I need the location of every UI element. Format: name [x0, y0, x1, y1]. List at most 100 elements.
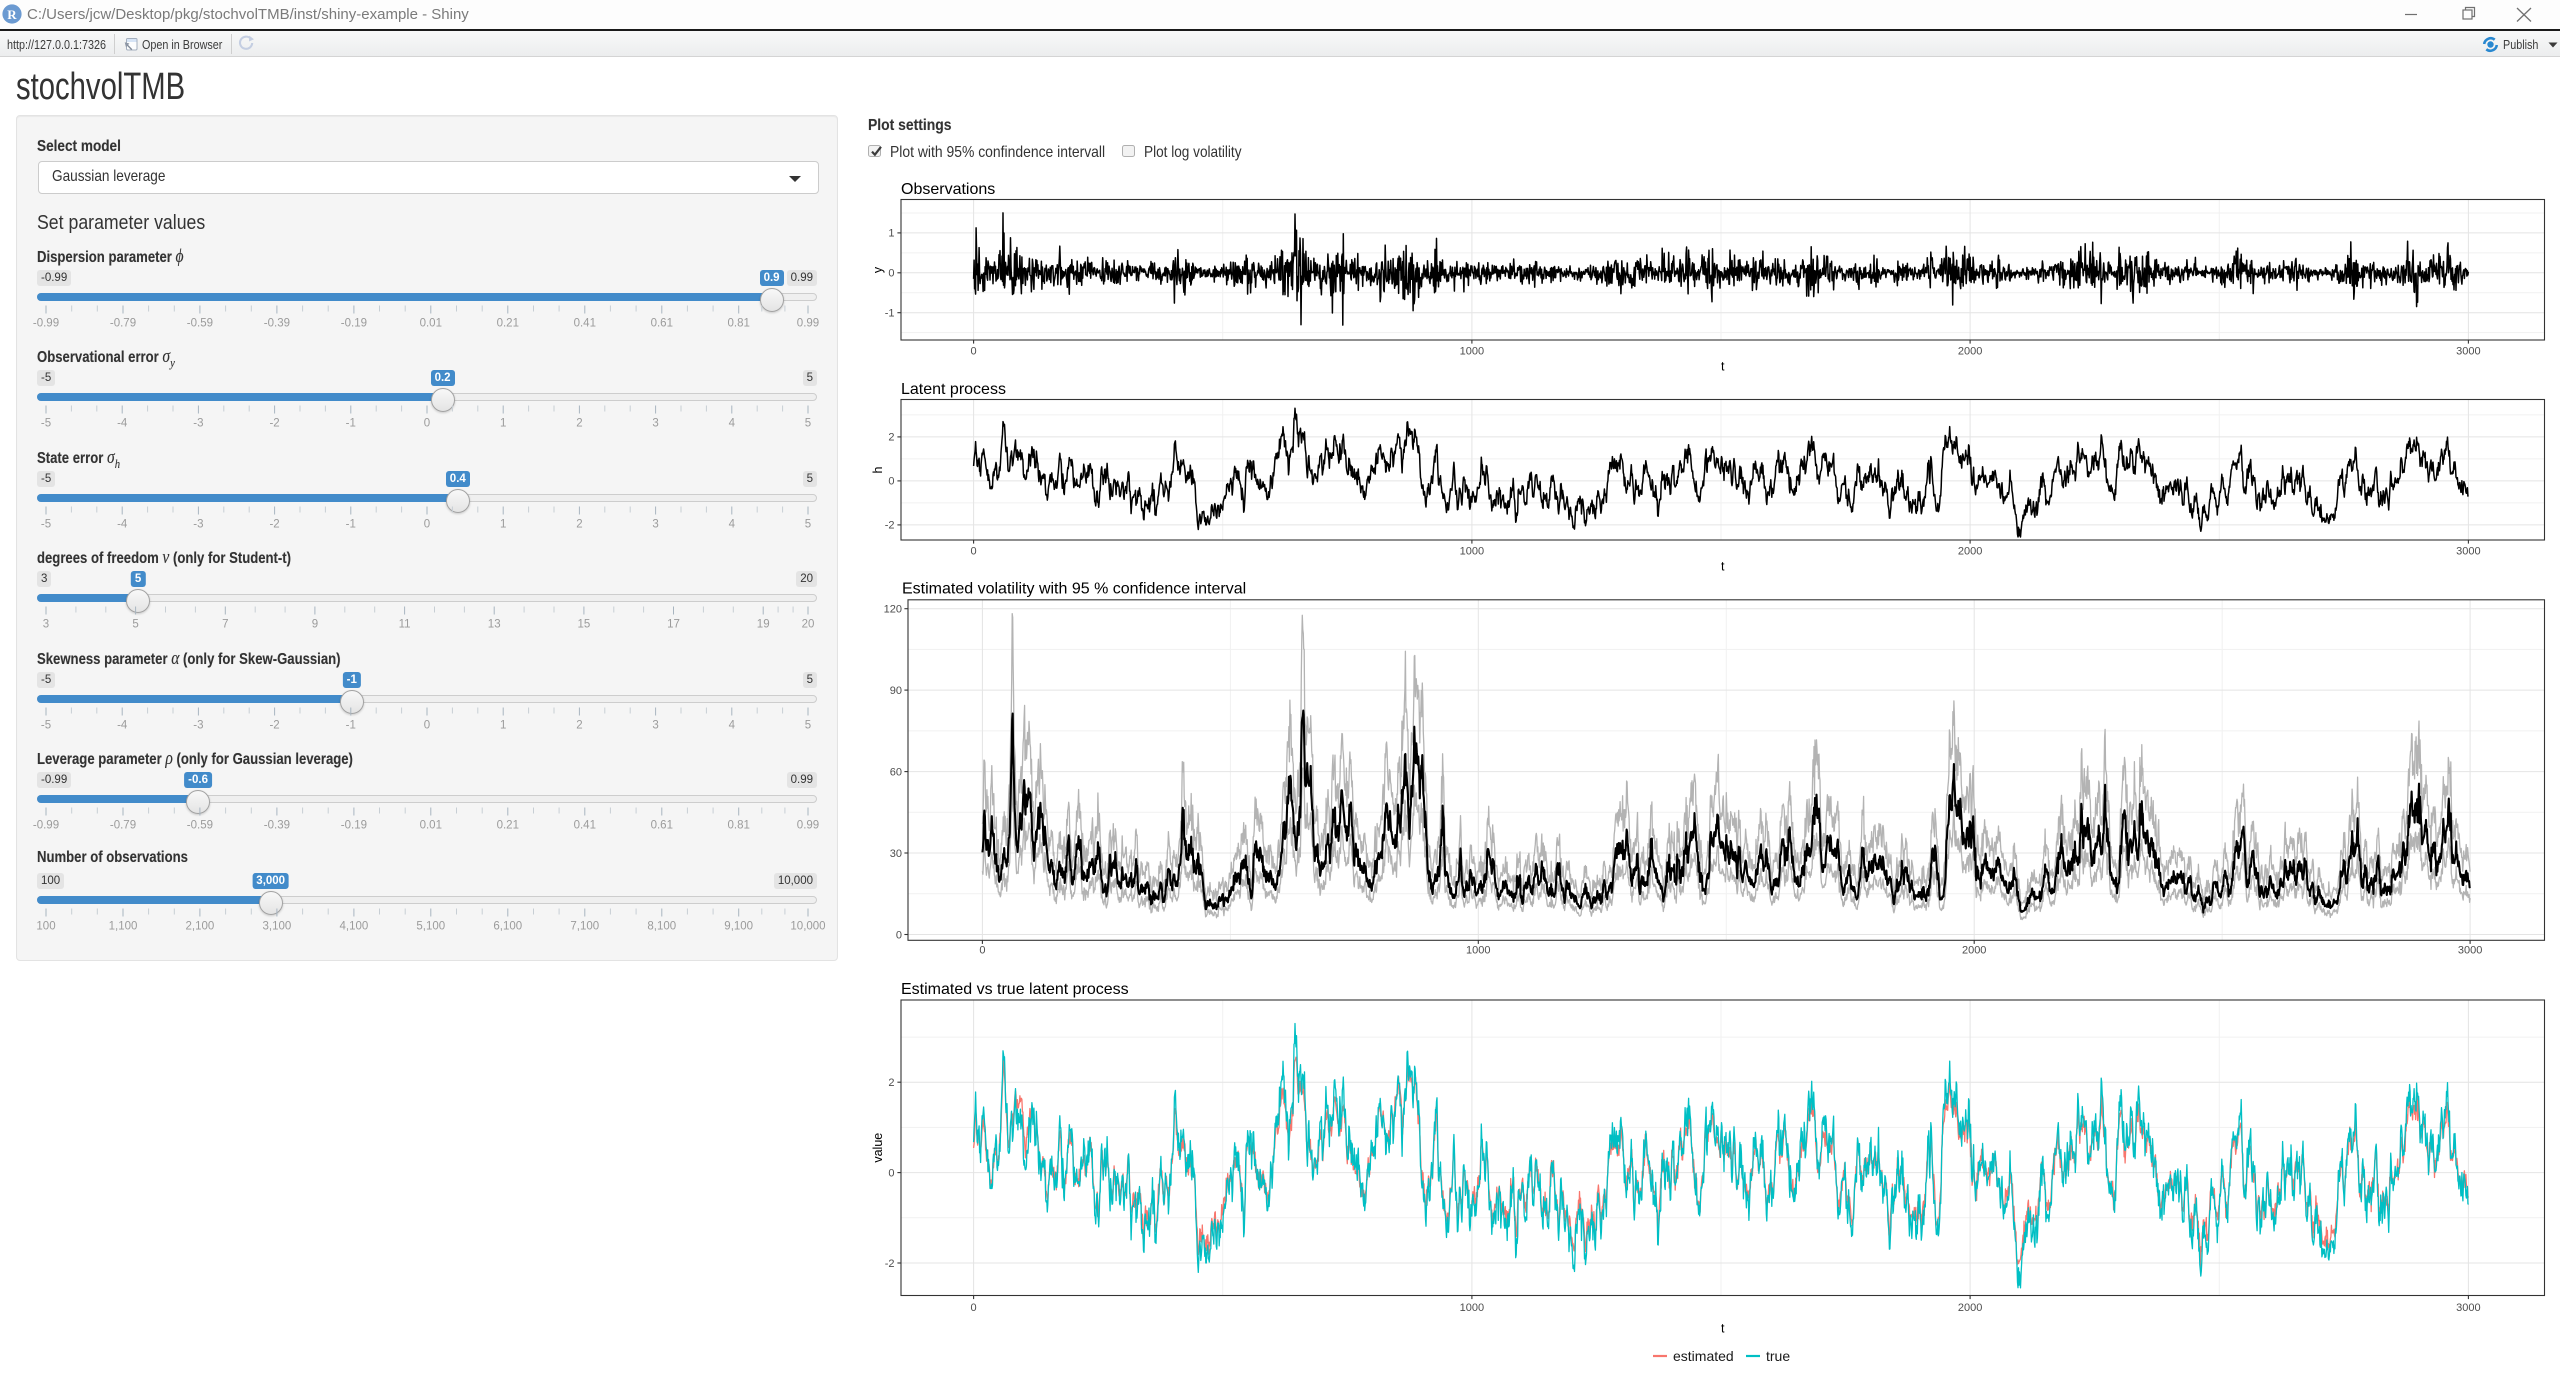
svg-text:2: 2 — [576, 720, 582, 732]
svg-text:30: 30 — [890, 848, 902, 860]
svg-text:-0.99: -0.99 — [33, 318, 59, 330]
svg-text:100: 100 — [36, 921, 55, 933]
svg-text:-0.19: -0.19 — [341, 318, 367, 330]
svg-text:11: 11 — [399, 619, 411, 631]
svg-text:3000: 3000 — [2456, 1302, 2480, 1314]
svg-text:4: 4 — [729, 519, 736, 531]
svg-text:3,100: 3,100 — [263, 921, 292, 933]
svg-text:1,100: 1,100 — [109, 921, 138, 933]
svg-text:-5: -5 — [41, 519, 51, 531]
svg-text:0: 0 — [424, 519, 430, 531]
svg-text:t: t — [1721, 360, 1725, 374]
svg-text:1: 1 — [888, 228, 894, 240]
svg-text:15: 15 — [578, 619, 591, 631]
svg-text:4: 4 — [729, 720, 736, 732]
svg-text:2000: 2000 — [1958, 1302, 1982, 1314]
svg-text:Latent process: Latent process — [901, 381, 1006, 398]
svg-text:0: 0 — [971, 1302, 977, 1314]
svg-text:3: 3 — [652, 720, 658, 732]
svg-text:9: 9 — [312, 619, 318, 631]
svg-text:0.01: 0.01 — [420, 318, 442, 330]
svg-text:estimated: estimated — [1673, 1348, 1734, 1364]
svg-text:0.99: 0.99 — [797, 820, 819, 832]
svg-text:-0.79: -0.79 — [110, 318, 136, 330]
svg-text:19: 19 — [757, 619, 770, 631]
svg-text:-2: -2 — [885, 1258, 895, 1270]
svg-text:5: 5 — [132, 619, 138, 631]
svg-text:2000: 2000 — [1958, 546, 1982, 558]
svg-text:1: 1 — [500, 418, 506, 430]
svg-text:t: t — [1721, 1322, 1725, 1336]
svg-text:h: h — [871, 466, 885, 473]
svg-text:-0.59: -0.59 — [187, 318, 213, 330]
svg-text:-4: -4 — [117, 418, 128, 430]
svg-text:3000: 3000 — [2456, 346, 2480, 358]
svg-text:0.21: 0.21 — [497, 318, 519, 330]
svg-text:-3: -3 — [193, 519, 203, 531]
svg-text:3: 3 — [652, 418, 658, 430]
svg-text:5,100: 5,100 — [416, 921, 445, 933]
svg-text:20: 20 — [802, 619, 815, 631]
svg-text:0: 0 — [971, 546, 977, 558]
svg-text:y: y — [871, 266, 885, 273]
svg-text:0: 0 — [971, 346, 977, 358]
svg-text:-0.39: -0.39 — [264, 820, 290, 832]
svg-text:0.61: 0.61 — [651, 318, 673, 330]
svg-text:2: 2 — [576, 519, 582, 531]
svg-text:2000: 2000 — [1958, 346, 1982, 358]
svg-text:0: 0 — [888, 476, 894, 488]
svg-text:-1: -1 — [346, 418, 356, 430]
svg-text:0.41: 0.41 — [574, 820, 596, 832]
svg-text:1000: 1000 — [1460, 546, 1484, 558]
svg-text:0.81: 0.81 — [728, 318, 750, 330]
svg-text:-5: -5 — [41, 720, 51, 732]
svg-text:-0.79: -0.79 — [110, 820, 136, 832]
svg-text:4,100: 4,100 — [340, 921, 369, 933]
svg-text:0: 0 — [424, 720, 430, 732]
svg-text:-5: -5 — [41, 418, 51, 430]
svg-text:2: 2 — [576, 418, 582, 430]
svg-text:0.99: 0.99 — [797, 318, 819, 330]
svg-text:true: true — [1766, 1348, 1790, 1364]
svg-text:2000: 2000 — [1962, 945, 1986, 957]
svg-text:90: 90 — [890, 685, 902, 697]
svg-text:3000: 3000 — [2456, 546, 2480, 558]
svg-text:7: 7 — [222, 619, 228, 631]
svg-text:1: 1 — [500, 720, 506, 732]
svg-text:-4: -4 — [117, 720, 128, 732]
svg-text:10,000: 10,000 — [790, 921, 825, 933]
svg-text:5: 5 — [805, 519, 811, 531]
svg-text:Observations: Observations — [901, 181, 995, 198]
svg-text:0.81: 0.81 — [728, 820, 750, 832]
svg-text:-2: -2 — [269, 519, 279, 531]
svg-text:0.21: 0.21 — [497, 820, 519, 832]
svg-text:9,100: 9,100 — [724, 921, 753, 933]
svg-text:0: 0 — [888, 268, 894, 280]
svg-text:120: 120 — [884, 604, 902, 616]
svg-text:Estimated vs true latent proce: Estimated vs true latent process — [901, 981, 1129, 998]
svg-text:-0.39: -0.39 — [264, 318, 290, 330]
svg-text:2: 2 — [888, 432, 894, 444]
svg-text:5: 5 — [805, 418, 811, 430]
svg-text:-2: -2 — [269, 418, 279, 430]
svg-text:-0.19: -0.19 — [341, 820, 367, 832]
svg-text:6,100: 6,100 — [493, 921, 522, 933]
svg-text:-3: -3 — [193, 418, 203, 430]
svg-text:3: 3 — [652, 519, 658, 531]
svg-text:2,100: 2,100 — [186, 921, 215, 933]
svg-text:1: 1 — [500, 519, 506, 531]
svg-text:3: 3 — [43, 619, 49, 631]
svg-text:13: 13 — [488, 619, 501, 631]
svg-text:-0.99: -0.99 — [33, 820, 59, 832]
svg-text:7,100: 7,100 — [570, 921, 599, 933]
svg-text:R: R — [7, 7, 17, 22]
svg-text:-2: -2 — [885, 520, 895, 532]
svg-text:t: t — [1721, 560, 1725, 574]
svg-text:0.61: 0.61 — [651, 820, 673, 832]
svg-text:4: 4 — [729, 418, 736, 430]
svg-text:0: 0 — [979, 945, 985, 957]
svg-text:-2: -2 — [269, 720, 279, 732]
svg-text:0: 0 — [888, 1167, 894, 1179]
svg-text:5: 5 — [805, 720, 811, 732]
svg-text:3000: 3000 — [2458, 945, 2482, 957]
